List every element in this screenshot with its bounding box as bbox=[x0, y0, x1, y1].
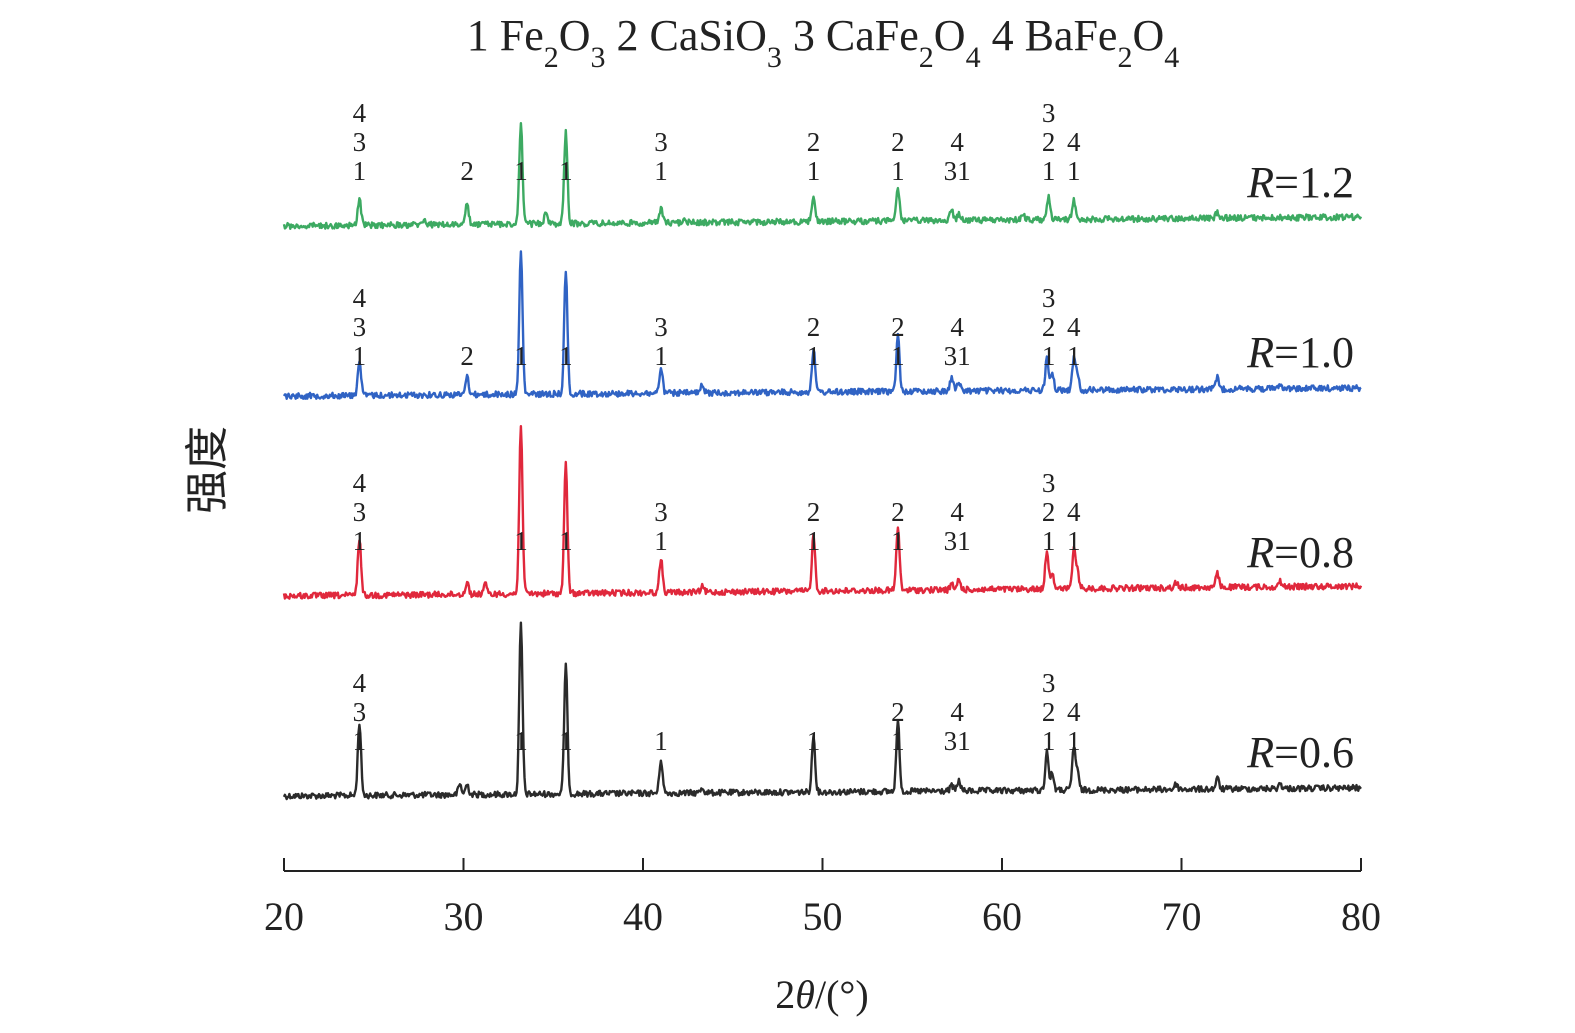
x-tick-label: 40 bbox=[623, 894, 663, 939]
peak-label: 4 bbox=[1067, 697, 1081, 727]
peak-label: 2 bbox=[891, 697, 905, 727]
series-label: R=0.6 bbox=[1246, 728, 1354, 777]
peak-label: 3 bbox=[353, 697, 367, 727]
peak-label: 1 bbox=[891, 341, 905, 371]
peak-label: 3 bbox=[654, 127, 668, 157]
peak-label: 1 bbox=[1067, 156, 1081, 186]
peak-label: 3 bbox=[1042, 98, 1056, 128]
peak-label: 4 bbox=[950, 497, 964, 527]
xrd-trace bbox=[282, 425, 1363, 600]
peak-label: 1 bbox=[891, 156, 905, 186]
peak-label: 3 bbox=[1042, 468, 1056, 498]
x-axis: 20 30 40 50 60 70 80 bbox=[264, 858, 1381, 939]
peak-label: 1 bbox=[891, 526, 905, 556]
peak-label: 3 bbox=[1042, 283, 1056, 313]
peak-label: 4 bbox=[950, 127, 964, 157]
peak-label: 4 bbox=[1067, 127, 1081, 157]
peak-label: 1 bbox=[654, 156, 668, 186]
peak-label: 1 bbox=[807, 341, 821, 371]
peak-label: 1 bbox=[891, 726, 905, 756]
peak-label: 3 bbox=[353, 127, 367, 157]
peak-label: 1 bbox=[559, 156, 573, 186]
peak-label: 1 bbox=[654, 341, 668, 371]
peak-label: 1 bbox=[1042, 726, 1056, 756]
peak-label: 2 bbox=[1042, 497, 1056, 527]
peak-label: 2 bbox=[1042, 127, 1056, 157]
peak-label: 1 bbox=[353, 156, 367, 186]
peak-label: 31 bbox=[944, 726, 971, 756]
peak-label: 3 bbox=[1042, 668, 1056, 698]
xrd-trace bbox=[282, 621, 1362, 801]
peak-label: 2 bbox=[891, 312, 905, 342]
peak-label: 1 bbox=[654, 726, 668, 756]
peak-label: 1 bbox=[1042, 156, 1056, 186]
series-label: R=0.8 bbox=[1246, 528, 1354, 577]
x-tick-label: 30 bbox=[444, 894, 484, 939]
peak-label: 2 bbox=[460, 341, 474, 371]
peak-label: 2 bbox=[460, 156, 474, 186]
y-axis-label-text: 强度 bbox=[182, 426, 233, 514]
peak-label: 1 bbox=[353, 341, 367, 371]
peak-label: 4 bbox=[353, 668, 367, 698]
chart-title: 1 Fe2O3 2 CaSiO3 3 CaFe2O4 4 BaFe2O4 bbox=[467, 11, 1179, 74]
series-label: R=1.0 bbox=[1246, 328, 1354, 377]
peak-label: 1 bbox=[1042, 526, 1056, 556]
peak-label: 4 bbox=[353, 98, 367, 128]
peak-label: 1 bbox=[514, 726, 528, 756]
xrd-trace bbox=[282, 122, 1363, 230]
peak-label: 4 bbox=[353, 468, 367, 498]
peak-label: 1 bbox=[514, 341, 528, 371]
peak-label: 31 bbox=[944, 526, 971, 556]
x-tick-label: 70 bbox=[1162, 894, 1202, 939]
series-label: R=1.2 bbox=[1246, 158, 1354, 207]
peak-label: 4 bbox=[950, 312, 964, 342]
peak-label: 4 bbox=[1067, 312, 1081, 342]
peak-label: 1 bbox=[807, 726, 821, 756]
x-tick-label: 20 bbox=[264, 894, 304, 939]
peak-label: 1 bbox=[514, 526, 528, 556]
peak-label: 1 bbox=[353, 726, 367, 756]
y-axis-label: 强度 bbox=[182, 426, 233, 514]
peak-label: 1 bbox=[1067, 526, 1081, 556]
xrd-trace bbox=[282, 250, 1362, 400]
peak-label: 1 bbox=[807, 526, 821, 556]
peak-label: 1 bbox=[559, 526, 573, 556]
peak-label: 31 bbox=[944, 341, 971, 371]
peak-label: 3 bbox=[654, 312, 668, 342]
peak-label: 4 bbox=[353, 283, 367, 313]
peak-label: 4 bbox=[950, 697, 964, 727]
peak-label: 2 bbox=[807, 312, 821, 342]
peak-label: 1 bbox=[1067, 726, 1081, 756]
peak-label: 1 bbox=[559, 726, 573, 756]
peak-label: 1 bbox=[654, 526, 668, 556]
x-axis-label: 2θ/(°) bbox=[775, 972, 868, 1017]
peak-label: 1 bbox=[807, 156, 821, 186]
x-tick-label: 50 bbox=[803, 894, 843, 939]
peak-label: 2 bbox=[1042, 312, 1056, 342]
peak-label: 2 bbox=[891, 127, 905, 157]
peak-label: 1 bbox=[514, 156, 528, 186]
peak-label: 1 bbox=[1042, 341, 1056, 371]
peak-label: 2 bbox=[891, 497, 905, 527]
peak-label: 3 bbox=[654, 497, 668, 527]
peak-label: 2 bbox=[807, 127, 821, 157]
peak-label: 2 bbox=[1042, 697, 1056, 727]
peak-label: 3 bbox=[353, 497, 367, 527]
peak-label: 3 bbox=[353, 312, 367, 342]
x-tick-label: 80 bbox=[1341, 894, 1381, 939]
peak-label: 1 bbox=[1067, 341, 1081, 371]
peak-label: 1 bbox=[559, 341, 573, 371]
peak-label: 4 bbox=[1067, 497, 1081, 527]
x-tick-label: 60 bbox=[982, 894, 1022, 939]
peak-label: 2 bbox=[807, 497, 821, 527]
peak-label: 1 bbox=[353, 526, 367, 556]
peak-label: 31 bbox=[944, 156, 971, 186]
